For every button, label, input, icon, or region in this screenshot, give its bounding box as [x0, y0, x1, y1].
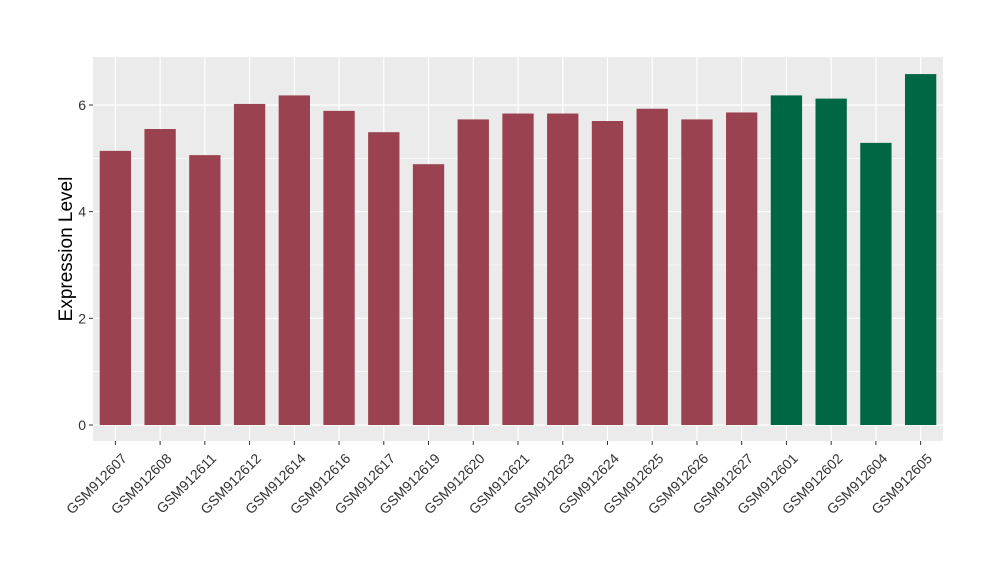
- bar-GSM912617: [368, 132, 400, 425]
- bar-GSM912620: [457, 119, 489, 426]
- bar-GSM912624: [591, 121, 624, 425]
- bar-GSM912621: [502, 113, 534, 426]
- y-tick-label: 2: [78, 310, 86, 326]
- bar-GSM912616: [323, 110, 355, 425]
- bar-GSM912619: [412, 164, 445, 425]
- y-tick-label: 0: [78, 417, 86, 433]
- bars: [99, 74, 937, 426]
- y-tick-label: 6: [78, 97, 86, 113]
- y-axis: 0 2 4 6: [78, 97, 93, 433]
- bar-GSM912627: [726, 112, 758, 425]
- bar-GSM912608: [144, 129, 176, 425]
- bar-GSM912602: [815, 98, 847, 425]
- bar-GSM912607: [99, 150, 132, 425]
- bar-GSM912612: [233, 103, 266, 425]
- x-axis: GSM912607GSM912608GSM912611GSM912612GSM9…: [63, 441, 935, 517]
- bar-GSM912611: [189, 155, 221, 425]
- y-tick-label: 4: [78, 204, 86, 220]
- bar-GSM912601: [770, 95, 803, 426]
- bar-GSM912614: [278, 95, 310, 426]
- bar-GSM912626: [681, 119, 713, 426]
- bar-GSM912625: [636, 108, 668, 425]
- bar-GSM912605: [904, 74, 937, 426]
- y-axis-title: Expression Level: [56, 177, 77, 322]
- bar-GSM912623: [547, 113, 579, 426]
- bar-GSM912604: [860, 142, 892, 425]
